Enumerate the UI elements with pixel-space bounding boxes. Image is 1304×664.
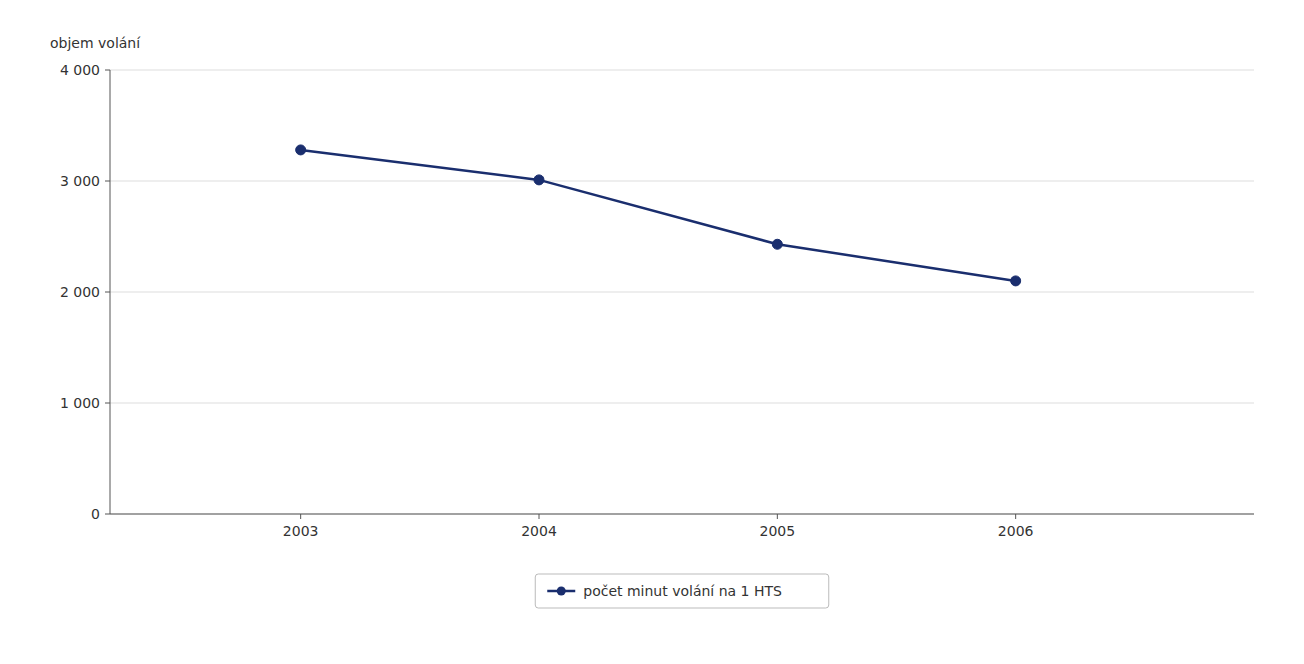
legend-marker (557, 587, 566, 596)
y-tick-label: 0 (91, 506, 100, 522)
x-axis-line (110, 514, 1254, 515)
plot-data (296, 145, 1021, 286)
x-tick (539, 514, 540, 519)
axes: 0 1 000 2 000 3 000 4 000 2003 2004 2005 2006 (60, 62, 1254, 539)
x-tick (300, 514, 301, 519)
y-tick (105, 514, 110, 515)
x-tick-label: 2003 (283, 523, 319, 539)
grid-line (110, 70, 1254, 71)
y-tick (105, 292, 110, 293)
y-tick-label: 1 000 (60, 395, 100, 411)
x-tick-label: 2005 (760, 523, 796, 539)
x-tick (1015, 514, 1016, 519)
series-point (534, 175, 544, 185)
grid-line (110, 181, 1254, 182)
y-tick (105, 70, 110, 71)
grid-line (110, 514, 1254, 515)
chart-svg: 0 1 000 2 000 3 000 4 000 2003 2004 2005 2006 obj… (0, 0, 1304, 664)
x-tick-label: 2004 (521, 523, 557, 539)
y-axis-line (110, 70, 111, 514)
grid (110, 70, 1254, 514)
series-point (1011, 276, 1021, 286)
legend-label: počet minut volání na 1 HTS (583, 583, 782, 599)
series-line (301, 150, 1016, 281)
background (0, 0, 1304, 664)
legend-box (535, 574, 829, 608)
y-tick (105, 181, 110, 182)
y-tick (105, 403, 110, 404)
x-tick-label: 2006 (998, 523, 1034, 539)
x-tick (777, 514, 778, 519)
y-tick-label: 2 000 (60, 284, 100, 300)
grid-line (110, 403, 1254, 404)
series-point (772, 239, 782, 249)
series-point (296, 145, 306, 155)
legend: počet minut volání na 1 HTS (535, 574, 829, 608)
y-tick-label: 3 000 (60, 173, 100, 189)
grid-line (110, 292, 1254, 293)
y-axis-label: objem volání (50, 35, 141, 51)
y-tick-label: 4 000 (60, 62, 100, 78)
chart-container: 0 1 000 2 000 3 000 4 000 2003 2004 2005 2006 obj… (0, 0, 1304, 664)
